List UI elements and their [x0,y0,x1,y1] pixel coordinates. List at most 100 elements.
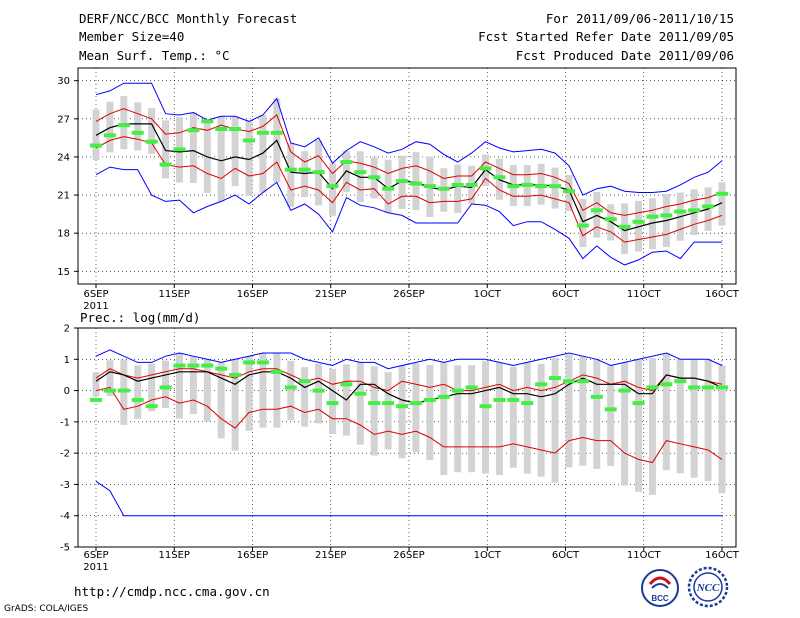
observed-marker [117,388,130,393]
panel-temperature: 6SEP 11SEP 16SEP 21SEP 26SEP 1OCT 6OCT 11OCT 16O… [57,67,740,312]
observed-marker [479,166,492,171]
observed-marker [131,130,144,135]
ensemble-box [468,365,476,473]
observed-marker [312,170,325,175]
ensemble-box [217,116,225,202]
ensemble-box [301,367,309,427]
observed-marker [549,376,562,381]
observed-marker [145,404,158,409]
ensemble-box [259,353,267,428]
observed-marker [340,382,353,387]
observed-marker [90,397,102,402]
ensemble-box [315,363,323,424]
observed-marker [702,204,715,209]
y-tick-label: 30 [57,76,70,87]
observed-marker [409,401,422,406]
observed-marker [201,119,214,124]
y-tick-label: -2 [60,449,70,460]
observed-marker [173,147,186,152]
ensemble-box [607,365,615,466]
observed-marker [507,397,520,402]
observed-marker [562,189,575,194]
y-tick-label: 18 [57,229,70,240]
ensemble-box [134,102,142,151]
x-tick-label: 1OCT [474,550,502,561]
x-tick-label: 6SEP [83,289,108,300]
ensemble-box [454,365,462,473]
observed-marker [243,360,256,365]
observed-marker [521,401,534,406]
observed-marker [535,382,548,387]
x-tick-label: 26SEP [393,289,424,300]
observed-marker [270,369,283,374]
observed-marker [632,401,645,406]
x-tick-label: 16SEP [237,289,268,300]
observed-marker [437,186,450,191]
ensemble-box [718,182,726,226]
observed-marker [187,363,200,368]
observed-marker [535,184,548,189]
series-max-line [95,82,723,196]
observed-marker [604,217,617,222]
panel-precipitation: 6SEP 11SEP 16SEP 21SEP 26SEP 1OCT 6OCT 11OCT 16O… [60,310,740,573]
site-url[interactable]: http://cmdp.ncc.cma.gov.cn [74,584,270,599]
ensemble-box [398,365,406,459]
observed-marker [340,160,353,165]
ensemble-box [412,363,420,453]
observed-marker [465,385,478,390]
observed-marker [674,209,687,214]
observed-marker [618,224,631,229]
series-min-line [95,480,722,517]
ensemble-box [245,356,253,431]
observed-marker [215,366,228,371]
ensemble-box [426,364,434,461]
x-tick-label: 16OCT [705,289,740,300]
bcc-logo-text: BCC [651,594,669,603]
x-tick-label: 21SEP [315,550,346,561]
observed-marker [396,179,409,184]
x-tick-label: 1OCT [474,289,502,300]
observed-marker [312,388,325,393]
ensemble-box [621,362,629,486]
ensemble-box [704,359,712,481]
ensemble-box [384,159,392,213]
series-sd-lower-line [95,386,723,464]
observed-marker [229,372,242,377]
ensemble-box [523,362,531,474]
ensemble-box [482,360,490,474]
observed-marker [465,182,478,187]
x-tick-label: 21SEP [315,289,346,300]
chart-title: DERF/NCC/BCC Monthly Forecast [79,11,298,26]
y-tick-label: -4 [60,511,70,522]
ensemble-box [189,356,197,415]
ensemble-box [718,365,726,494]
observed-marker [576,223,589,228]
start-ref-date: Fcst Started Refer Date 2011/09/05 [478,29,734,44]
series-sd-upper-line [95,108,723,216]
observed-marker [215,126,228,131]
observed-marker [173,363,186,368]
ensemble-box [106,360,114,396]
observed-marker [702,385,715,390]
ensemble-box [440,362,448,476]
observed-marker [604,407,617,412]
x-tick-label: 16SEP [237,550,268,561]
observed-marker [632,219,645,224]
ensemble-box [162,360,170,409]
ensemble-box [92,372,100,397]
ensemble-box [273,353,281,428]
observed-marker [437,394,450,399]
series-sd-lower-line [95,136,723,243]
ensemble-box [356,151,364,202]
ensemble-box [287,360,295,421]
ensemble-box [412,152,420,211]
observed-marker [201,363,214,368]
ensemble-box [356,362,364,445]
observed-marker [284,385,297,390]
observed-marker [159,385,172,390]
observed-marker [521,182,534,187]
observed-marker [187,128,200,133]
ensemble-box [287,142,295,208]
produced-date: Fcst Produced Date 2011/09/06 [515,48,734,63]
ensemble-box [384,372,392,450]
